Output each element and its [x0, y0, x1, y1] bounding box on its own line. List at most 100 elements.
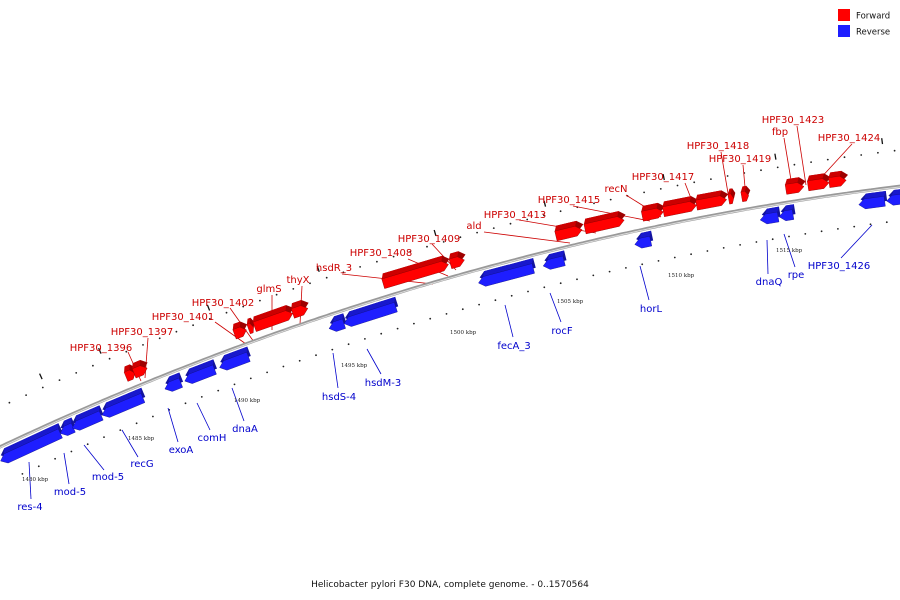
gene-label-thyx: thyX [286, 275, 309, 286]
minor-dot [208, 318, 211, 320]
minor-dot [788, 235, 790, 238]
minor-dot [426, 245, 428, 248]
gene-label-hpf30-1397: HPF30_1397 [111, 327, 173, 338]
minor-dot [659, 188, 662, 190]
tick-label: 1490 kbp [234, 398, 261, 404]
major-tick [206, 304, 211, 311]
minor-dot [826, 158, 829, 161]
genome-title: Helicobacter pylori F30 DNA, complete ge… [311, 580, 589, 590]
tick-label: 1500 kbp [450, 330, 477, 336]
gene-arrow-rev-e [164, 372, 184, 392]
minor-dot [175, 330, 178, 333]
minor-dot [249, 377, 252, 380]
minor-dot [86, 443, 89, 446]
gene-label-hpf30-1418: HPF30_1418 [687, 141, 749, 152]
gene-arrow-rev-p [886, 188, 900, 206]
minor-dot [625, 267, 627, 269]
gene-arrow-rev-c [72, 405, 104, 431]
minor-dot [325, 276, 328, 279]
leader-line [83, 444, 105, 471]
gene-arrow-fwd-q [807, 173, 831, 192]
minor-dot [726, 175, 729, 177]
legend-reverse-label: Reverse [856, 28, 890, 38]
minor-dot [820, 230, 823, 233]
gene-arrow-rev-g [219, 346, 251, 371]
legend-reverse-swatch [838, 25, 850, 37]
minor-dot [298, 359, 301, 362]
minor-dot [184, 402, 187, 405]
gene-arrow-fwd-n [727, 188, 736, 205]
gene-arrow-rev-n [778, 204, 796, 221]
leader-line [167, 407, 179, 443]
leader-line [639, 265, 650, 301]
gene-arrow-fwd-m [695, 190, 729, 211]
minor-dot [592, 274, 595, 277]
minor-dot [494, 299, 497, 302]
minor-dot [103, 436, 105, 438]
minor-dot [242, 305, 245, 308]
tick-label: 1505 kbp [557, 299, 584, 305]
gene-arrow-fwd-b [131, 360, 148, 379]
gene-label-ald: ald [466, 221, 481, 232]
minor-dot [559, 210, 562, 213]
minor-dot [347, 343, 350, 346]
minor-dot [893, 149, 896, 152]
leader-line [231, 387, 245, 422]
minor-dot [676, 184, 679, 187]
major-tick [774, 153, 777, 160]
minor-dot [200, 396, 203, 398]
minor-dot [25, 394, 27, 396]
minor-dot [54, 457, 56, 460]
minor-dot [641, 263, 644, 266]
minor-dot [152, 415, 154, 418]
minor-dot [810, 161, 812, 164]
leader-line [121, 429, 139, 458]
minor-dot [413, 322, 415, 325]
gene-label-mod-5: mod-5 [92, 472, 124, 483]
tick-labels: 1480 kbp 1485 kbp 1490 kbp 1495 kbp 1500 kbp… [22, 248, 803, 483]
gene-arrow-fwd-o [740, 185, 751, 202]
minor-dot [380, 332, 383, 335]
minor-dot [192, 324, 195, 327]
minor-dot [92, 364, 94, 367]
leader-line [549, 292, 562, 323]
gene-label-hpf30-1426: HPF30_1426 [808, 261, 870, 272]
gene-label-hpf30-1424: HPF30_1424 [818, 133, 880, 144]
leader-line [720, 151, 730, 200]
minor-dot [608, 270, 611, 273]
minor-dot [760, 169, 762, 172]
gene-arrow-rev-l [634, 230, 654, 249]
legend-forward-swatch [838, 9, 850, 21]
minor-tick-marks [8, 149, 896, 475]
minor-dot [342, 271, 345, 274]
minor-dot [885, 221, 888, 224]
minor-dot [292, 288, 295, 290]
gene-label-exoa: exoA [169, 445, 194, 456]
minor-dot [461, 308, 464, 311]
genome-backbone-highlight [0, 186, 900, 449]
major-tick-marks [39, 138, 884, 380]
gene-arrow-rev-j [478, 258, 536, 287]
gene-arrow-fwd-j [583, 211, 626, 235]
leader-line [332, 352, 339, 389]
gene-arrow-fwd-p [784, 177, 806, 195]
gene-features [0, 170, 900, 464]
gene-label-hpf30-1417: HPF30_1417 [632, 172, 694, 183]
leader-line [796, 125, 807, 186]
legend: Forward Reverse [838, 9, 890, 38]
gene-arrow-fwd-g [381, 255, 450, 289]
minor-dot [233, 383, 236, 386]
minor-dot [776, 166, 779, 169]
minor-dot [8, 401, 11, 404]
minor-dot [459, 236, 462, 239]
minor-dot [364, 338, 366, 340]
gene-label-glms: glmS [256, 284, 281, 295]
gene-label-horl: horL [640, 304, 663, 315]
gene-label-hpf30-1401: HPF30_1401 [152, 312, 214, 323]
gene-arrow-rev-h [328, 313, 347, 332]
minor-dot [37, 465, 40, 468]
gene-label-comh: comH [198, 433, 227, 444]
minor-dot [771, 238, 774, 241]
minor-dot [869, 223, 872, 226]
minor-dot [657, 260, 660, 262]
